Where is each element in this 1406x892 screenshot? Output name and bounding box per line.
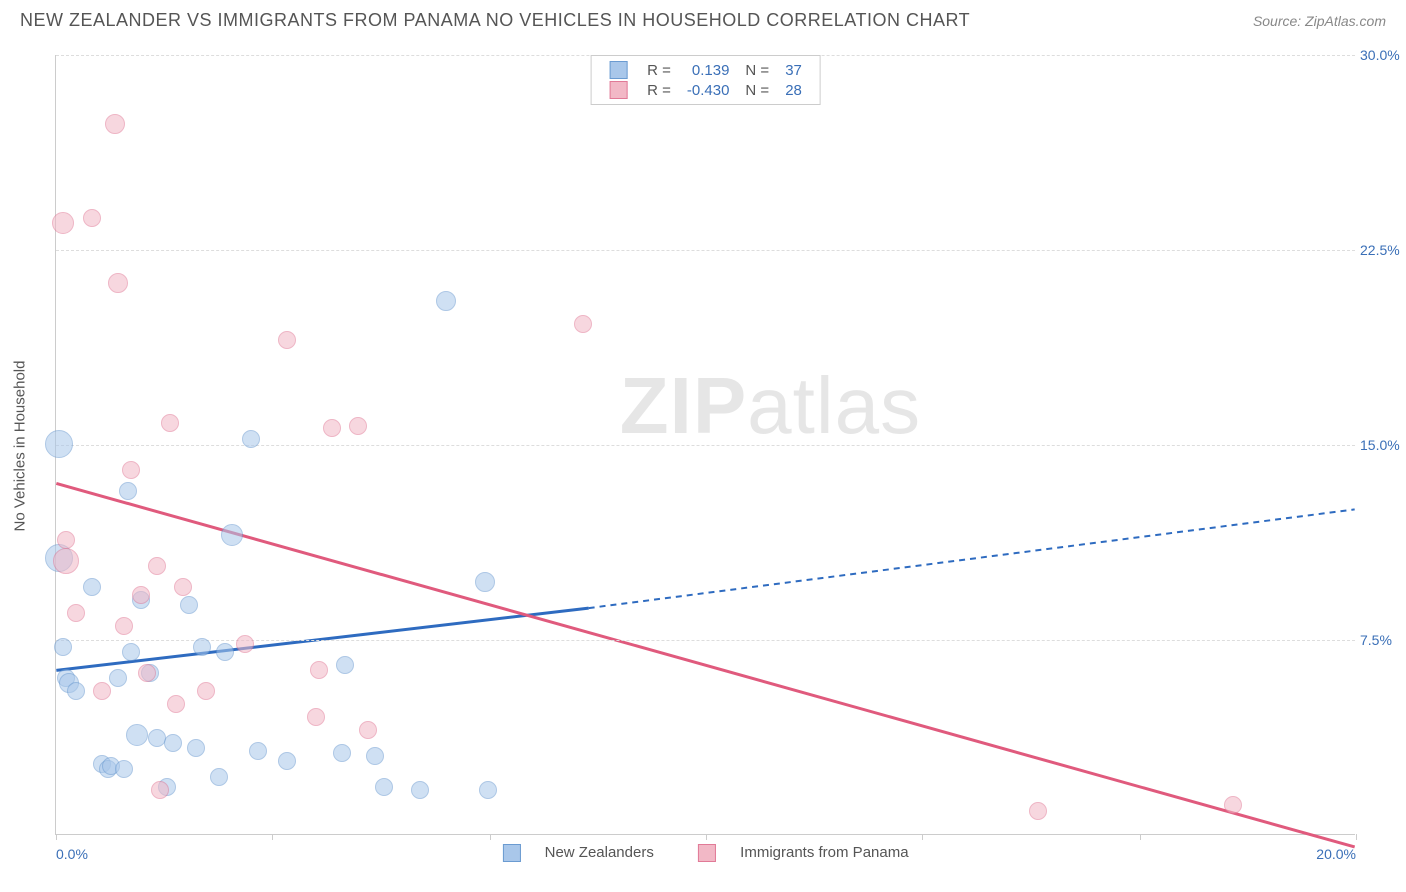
data-point-panama [67, 604, 85, 622]
data-point-panama [52, 212, 74, 234]
legend-label-nz: New Zealanders [545, 844, 654, 861]
data-point-panama [359, 721, 377, 739]
data-point-panama [83, 209, 101, 227]
x-tick [1140, 834, 1141, 840]
data-point-nz [479, 781, 497, 799]
data-point-nz [54, 638, 72, 656]
data-point-nz [109, 669, 127, 687]
data-point-panama [161, 414, 179, 432]
swatch-panama [609, 81, 627, 99]
source-text: Source: ZipAtlas.com [1253, 13, 1386, 29]
data-point-nz [119, 482, 137, 500]
x-tick [56, 834, 57, 840]
y-tick-label: 22.5% [1360, 242, 1406, 258]
series-legend: New Zealanders Immigrants from Panama [482, 844, 928, 862]
data-point-panama [148, 557, 166, 575]
gridline [56, 250, 1355, 251]
data-point-nz [221, 524, 243, 546]
data-point-panama [108, 273, 128, 293]
data-point-nz [375, 778, 393, 796]
data-point-panama [174, 578, 192, 596]
data-point-nz [242, 430, 260, 448]
data-point-panama [57, 531, 75, 549]
data-point-nz [115, 760, 133, 778]
correlation-legend: R = 0.139 N = 37 R = -0.430 N = 28 [590, 55, 821, 105]
x-tick [706, 834, 707, 840]
data-point-nz [67, 682, 85, 700]
data-point-nz [148, 729, 166, 747]
data-point-panama [307, 708, 325, 726]
swatch-nz [609, 61, 627, 79]
data-point-nz [333, 744, 351, 762]
data-point-panama [167, 695, 185, 713]
x-tick [1356, 834, 1357, 840]
data-point-nz [336, 656, 354, 674]
x-tick-label: 0.0% [56, 846, 88, 862]
data-point-nz [411, 781, 429, 799]
legend-row-panama: R = -0.430 N = 28 [601, 80, 810, 100]
plot-area: ZIPatlas R = 0.139 N = 37 R = -0.430 N =… [55, 55, 1355, 835]
data-point-panama [105, 114, 125, 134]
data-point-nz [278, 752, 296, 770]
data-point-nz [436, 291, 456, 311]
data-point-panama [323, 419, 341, 437]
y-tick-label: 30.0% [1360, 47, 1406, 63]
chart-title: NEW ZEALANDER VS IMMIGRANTS FROM PANAMA … [20, 10, 970, 31]
data-point-panama [93, 682, 111, 700]
data-point-nz [216, 643, 234, 661]
data-point-panama [53, 548, 79, 574]
data-point-nz [126, 724, 148, 746]
data-point-panama [310, 661, 328, 679]
data-point-nz [249, 742, 267, 760]
data-point-panama [349, 417, 367, 435]
data-point-panama [115, 617, 133, 635]
data-point-nz [475, 572, 495, 592]
data-point-nz [164, 734, 182, 752]
data-point-panama [574, 315, 592, 333]
x-tick-label: 20.0% [1316, 846, 1356, 862]
x-tick [272, 834, 273, 840]
data-point-nz [45, 430, 73, 458]
data-point-nz [83, 578, 101, 596]
data-point-panama [138, 664, 156, 682]
swatch-panama-bottom [698, 844, 716, 862]
data-point-nz [122, 643, 140, 661]
data-point-nz [187, 739, 205, 757]
data-point-panama [1224, 796, 1242, 814]
data-point-panama [197, 682, 215, 700]
data-point-panama [1029, 802, 1047, 820]
watermark: ZIPatlas [620, 360, 921, 452]
y-axis-label: No Vehicles in Household [12, 361, 29, 532]
data-point-panama [151, 781, 169, 799]
y-tick-label: 15.0% [1360, 437, 1406, 453]
data-point-nz [193, 638, 211, 656]
data-point-nz [180, 596, 198, 614]
data-point-panama [236, 635, 254, 653]
data-point-nz [366, 747, 384, 765]
legend-label-panama: Immigrants from Panama [740, 844, 908, 861]
data-point-panama [278, 331, 296, 349]
x-tick [490, 834, 491, 840]
legend-row-nz: R = 0.139 N = 37 [601, 60, 810, 80]
data-point-panama [132, 586, 150, 604]
swatch-nz-bottom [502, 844, 520, 862]
data-point-nz [210, 768, 228, 786]
y-tick-label: 7.5% [1360, 632, 1406, 648]
data-point-panama [122, 461, 140, 479]
x-tick [922, 834, 923, 840]
